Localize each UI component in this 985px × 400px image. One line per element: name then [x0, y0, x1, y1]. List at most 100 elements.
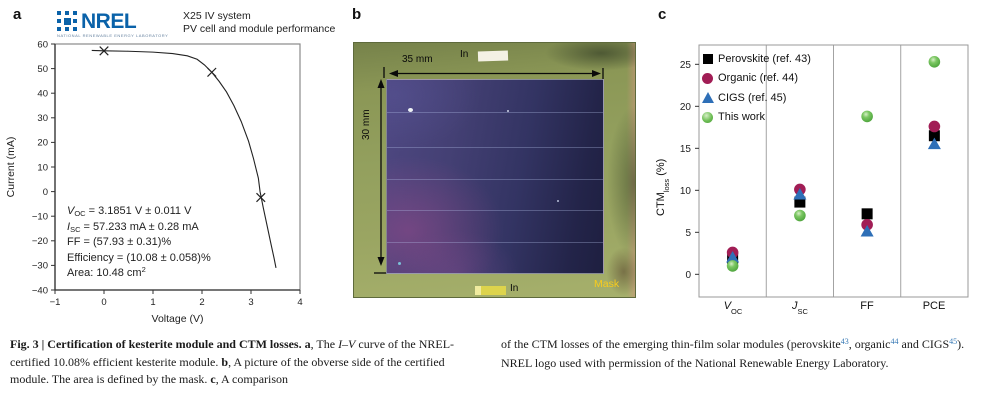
iv-stats: VOC = 3.1851 V ± 0.011 V ISC = 57.233 mA… [67, 204, 211, 282]
svg-text:20: 20 [37, 138, 48, 149]
svg-text:1: 1 [150, 297, 155, 308]
scatter-point-triangle [726, 251, 740, 263]
panel-c-label: c [658, 6, 667, 23]
svg-text:0: 0 [101, 297, 106, 308]
legend-label: Organic (ref. 44) [718, 72, 799, 85]
svg-text:−40: −40 [32, 285, 48, 296]
indium-contact-top [477, 50, 509, 62]
organic-marker-icon [702, 72, 713, 84]
height-dimension-label: 30 mm [361, 109, 372, 141]
scatter-point-square [861, 208, 873, 220]
xcat-jsc: JSC [792, 300, 808, 317]
scatter-point-triangle [927, 137, 941, 150]
legend-item: This work [702, 108, 811, 128]
this-work-marker-icon [702, 111, 713, 123]
panel-a-label: a [13, 6, 22, 23]
scatter-point-square [794, 196, 806, 208]
ctm-legend: Perovskite (ref. 43) Organic (ref. 44) C… [701, 49, 811, 128]
caption-b-marker: b [221, 354, 229, 369]
svg-text:−30: −30 [32, 261, 48, 272]
legend-item: Organic (ref. 44) [702, 69, 811, 89]
iv-xlabel: Voltage (V) [152, 313, 204, 325]
xcat-pce: PCE [922, 300, 946, 312]
svg-text:4: 4 [297, 297, 302, 308]
stat-ff: FF = (57.93 ± 0.31)% [67, 236, 172, 249]
svg-text:30: 30 [37, 113, 48, 124]
panel-b-label: b [352, 6, 362, 23]
ctm-y-axis-label: CTMloss (%) [655, 158, 672, 216]
iv-ylabel: Current (mA) [5, 137, 17, 198]
reference-44-link[interactable]: 44 [890, 337, 899, 346]
caption-c-marker: c [210, 372, 216, 386]
svg-text:0: 0 [43, 187, 48, 198]
legend-label: Perovskite (ref. 43) [718, 52, 811, 65]
svg-text:15: 15 [680, 144, 692, 155]
stat-voc: VOC = 3.1851 V ± 0.011 V [67, 205, 192, 218]
svg-text:0: 0 [685, 270, 691, 281]
scatter-point-triangle [860, 224, 874, 237]
legend-item: CIGS (ref. 45) [701, 88, 811, 108]
svg-text:50: 50 [37, 64, 48, 75]
nrel-logo-icon [57, 11, 77, 31]
module-photo: 35 mm 30 mm In In Mask [353, 42, 636, 298]
scribe-line [387, 210, 603, 211]
svg-text:20: 20 [680, 102, 692, 113]
indium-top-label: In [460, 49, 469, 60]
svg-text:2: 2 [199, 297, 204, 308]
nrel-logo: NREL NATIONAL RENEWABLE ENERGY LABORATOR… [57, 11, 177, 38]
defect-speck [408, 108, 413, 112]
caption-a-marker: a [304, 337, 311, 351]
scatter-point-sphere [861, 110, 873, 123]
svg-text:5: 5 [685, 228, 691, 239]
scribe-line [387, 147, 603, 148]
scatter-point-sphere [726, 260, 739, 272]
scatter-point-circle [928, 120, 941, 133]
perovskite-marker-icon [702, 53, 713, 64]
reference-45-link[interactable]: 45 [949, 337, 958, 346]
svg-text:25: 25 [680, 60, 692, 71]
legend-label: This work [718, 111, 766, 124]
width-dimension-label: 35 mm [402, 54, 433, 65]
dimension-arrows [374, 67, 604, 274]
xcat-voc: VOC [723, 300, 743, 317]
stat-area: Area: 10.48 cm2 [67, 265, 146, 280]
svg-text:−10: −10 [32, 212, 48, 223]
svg-text:3: 3 [248, 297, 253, 308]
scribe-line [387, 112, 603, 113]
defect-speck [557, 200, 559, 202]
caption-column-1: Fig. 3 | Certification of kesterite modu… [10, 337, 455, 386]
svg-text:10: 10 [680, 186, 692, 197]
reference-43-link[interactable]: 43 [840, 337, 849, 346]
scatter-point-circle [861, 218, 873, 231]
scatter-point-sphere [794, 209, 806, 222]
defect-speck [507, 110, 509, 112]
xcat-ff: FF [860, 300, 874, 312]
iv-curve-line [91, 49, 277, 268]
header-department-line: PV cell and module performance [183, 23, 336, 35]
legend-item: Perovskite (ref. 43) [702, 49, 811, 69]
legend-label: CIGS (ref. 45) [718, 91, 787, 104]
defect-speck [398, 262, 401, 265]
stat-efficiency: Efficiency = (10.08 ± 0.058)% [67, 251, 211, 264]
ctm-chart: 0 5 10 15 20 25 [680, 44, 969, 298]
nrel-logo-tagline: NATIONAL RENEWABLE ENERGY LABORATORY [57, 33, 169, 38]
svg-text:−20: −20 [32, 236, 48, 247]
stat-isc: ISC = 57.233 mA ± 0.28 mA [67, 220, 199, 234]
indium-contact-bottom [475, 286, 506, 295]
caption-fig-title: Fig. 3 | Certification of kesterite modu… [10, 337, 305, 351]
mask-label: Mask [594, 278, 620, 290]
svg-text:40: 40 [37, 89, 48, 100]
cigs-marker-icon [701, 92, 714, 104]
scribe-line [387, 242, 603, 243]
scatter-point-square [928, 130, 940, 142]
instrument-header: X25 IV system PV cell and module perform… [183, 10, 335, 36]
module-surface [386, 79, 604, 274]
indium-bottom-label: In [510, 283, 519, 294]
scatter-point-sphere [928, 56, 941, 68]
scribe-line [387, 179, 603, 180]
nrel-logo-text: NREL [81, 10, 137, 33]
svg-text:60: 60 [37, 39, 48, 50]
svg-text:−1: −1 [50, 297, 61, 308]
